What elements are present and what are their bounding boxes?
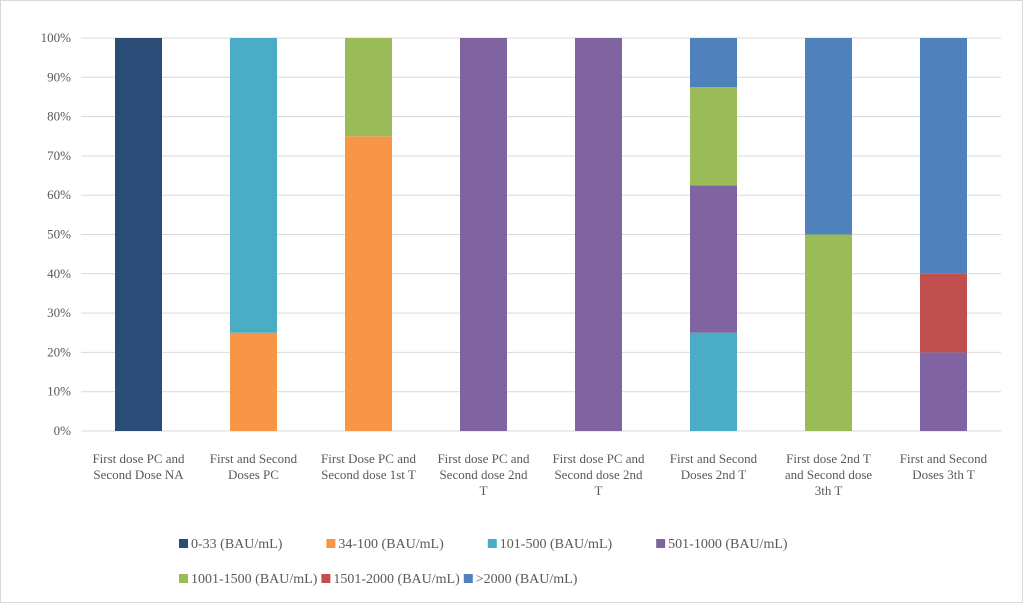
y-tick-label: 70% xyxy=(47,148,71,163)
bar-segment xyxy=(805,234,852,431)
bar-segment xyxy=(575,38,622,431)
x-tick-label: First dose PC and Second Dose NA xyxy=(92,451,185,482)
y-tick-label: 20% xyxy=(47,344,71,359)
legend-swatch xyxy=(321,574,331,583)
bar-segment xyxy=(920,352,967,431)
legend-label: 501-1000 (BAU/mL) xyxy=(668,537,788,552)
gridlines xyxy=(81,37,1001,432)
legend-item: 1001-1500 (BAU/mL) xyxy=(179,572,318,587)
bar-segment xyxy=(230,38,277,333)
x-axis: First dose PC and Second Dose NA First and… xyxy=(92,451,987,498)
legend-item: 101-500 (BAU/mL) xyxy=(487,537,613,552)
bar-segment xyxy=(230,332,277,431)
legend-item: 501-1000 (BAU/mL) xyxy=(656,537,788,552)
x-tick-label: First dose PC and Second dose 2nd T xyxy=(552,451,645,498)
legend-swatch xyxy=(487,539,497,548)
x-tick-label: First and Second Doses 3th T xyxy=(900,451,988,482)
legend-label: >2000 (BAU/mL) xyxy=(476,572,578,587)
legend-label: 101-500 (BAU/mL) xyxy=(500,537,613,552)
y-axis: 0% 10% 20% 30% 40% 50% 60% 70% 80% 90% 100% xyxy=(41,30,72,438)
bar-segment xyxy=(345,136,392,431)
bar-segment xyxy=(920,273,967,353)
legend-swatch xyxy=(326,539,336,548)
bar-segment xyxy=(690,87,737,186)
legend-swatch xyxy=(656,539,666,548)
bar-segment xyxy=(805,38,852,235)
bar-segment xyxy=(115,38,162,431)
legend-label: 1001-1500 (BAU/mL) xyxy=(191,572,318,587)
y-tick-label: 30% xyxy=(47,305,71,320)
legend-label: 0-33 (BAU/mL) xyxy=(191,537,283,552)
y-tick-label: 100% xyxy=(41,30,72,45)
x-tick-label: First dose PC and Second dose 2nd T xyxy=(437,451,530,498)
legend-label: 34-100 (BAU/mL) xyxy=(338,537,444,552)
bar-segment xyxy=(690,185,737,333)
legend-item: 0-33 (BAU/mL) xyxy=(179,537,283,552)
legend-label: 1501-2000 (BAU/mL) xyxy=(333,572,460,587)
legend-swatch xyxy=(179,574,188,583)
legend-swatch xyxy=(463,574,473,583)
y-tick-label: 0% xyxy=(54,423,72,438)
legend-item: >2000 (BAU/mL) xyxy=(463,572,578,587)
y-tick-label: 80% xyxy=(47,109,71,124)
y-tick-label: 50% xyxy=(47,227,71,242)
legend: 0-33 (BAU/mL) 34-100 (BAU/mL) 101-500 (BAU… xyxy=(179,537,788,587)
y-tick-label: 40% xyxy=(47,266,71,281)
bar-segment xyxy=(920,38,967,274)
bars xyxy=(115,38,967,431)
legend-item: 34-100 (BAU/mL) xyxy=(326,537,444,552)
bar-segment xyxy=(690,38,737,88)
x-tick-label: First and Second Doses 2nd T xyxy=(670,451,758,482)
x-tick-label: First Dose PC and Second dose 1st T xyxy=(321,451,416,482)
y-tick-label: 90% xyxy=(47,69,71,84)
bar-segment xyxy=(690,332,737,431)
bar-segment xyxy=(345,38,392,137)
y-tick-label: 10% xyxy=(47,384,71,399)
y-tick-label: 60% xyxy=(47,187,71,202)
legend-swatch xyxy=(179,539,188,548)
bar-segment xyxy=(460,38,507,431)
x-tick-label: First and Second Doses PC xyxy=(210,451,298,482)
legend-item: 1501-2000 (BAU/mL) xyxy=(321,572,460,587)
